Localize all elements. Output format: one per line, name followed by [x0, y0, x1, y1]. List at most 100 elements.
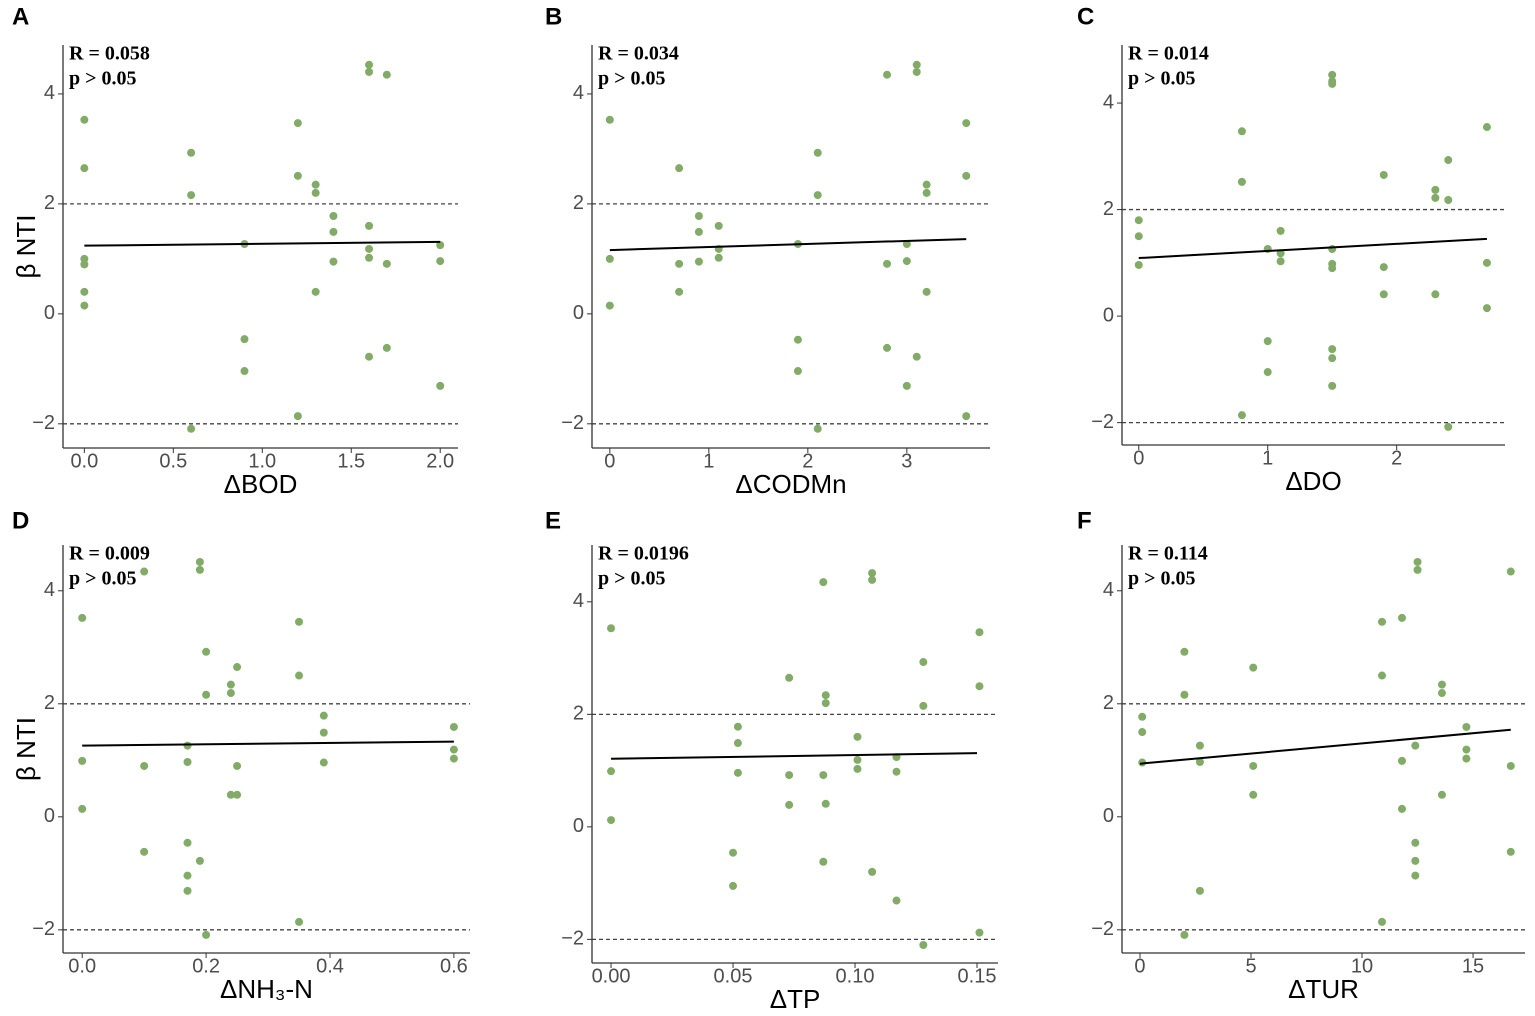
- point: [1437, 680, 1446, 689]
- point: [240, 335, 249, 344]
- point: [1482, 123, 1491, 132]
- y-tick-label: 0: [44, 805, 55, 827]
- point: [821, 699, 830, 708]
- point: [1328, 244, 1337, 253]
- x-axis-label: ΔDO: [1285, 466, 1341, 496]
- x-tick-label: 0.05: [714, 965, 753, 987]
- point: [436, 257, 445, 266]
- annotation: R = 0.058: [69, 43, 150, 65]
- point: [912, 352, 921, 361]
- y-tick-label: 4: [44, 579, 55, 601]
- point: [80, 301, 89, 310]
- annotation: R = 0.114: [1128, 543, 1208, 565]
- point: [365, 253, 374, 262]
- y-tick-label: 0: [44, 302, 55, 324]
- y-tick-label: 2: [44, 192, 55, 214]
- point: [821, 799, 830, 808]
- point: [1328, 345, 1337, 354]
- point: [1237, 127, 1246, 136]
- point: [202, 690, 211, 699]
- point: [1378, 671, 1387, 680]
- y-tick-label: 0: [573, 815, 584, 837]
- point: [892, 767, 901, 776]
- point: [78, 756, 87, 765]
- y-tick-label: −2: [561, 928, 584, 950]
- x-tick-label: 0: [1133, 447, 1144, 469]
- x-axis-label: ΔTP: [770, 984, 821, 1014]
- point: [962, 119, 971, 128]
- y-tick-label: −2: [32, 412, 55, 434]
- x-tick-label: 0.0: [68, 955, 96, 977]
- x-tick-label: 1.5: [337, 450, 365, 472]
- point: [1397, 756, 1406, 765]
- y-tick-label: 4: [44, 82, 55, 104]
- point: [1276, 226, 1285, 235]
- point: [1444, 195, 1453, 204]
- point: [195, 557, 204, 566]
- point: [694, 257, 703, 266]
- x-tick-label: 0: [604, 450, 615, 472]
- point: [1444, 422, 1453, 431]
- y-tick-label: 2: [1103, 692, 1114, 714]
- point: [78, 804, 87, 813]
- point: [183, 886, 192, 895]
- panel-letter: B: [545, 3, 562, 30]
- point: [902, 240, 911, 249]
- point: [226, 790, 235, 799]
- point: [813, 148, 822, 157]
- point: [80, 254, 89, 263]
- y-tick-label: 0: [1103, 805, 1114, 827]
- point: [853, 764, 862, 773]
- point: [202, 930, 211, 939]
- point: [813, 191, 822, 200]
- point: [1462, 745, 1471, 754]
- point: [975, 928, 984, 937]
- x-tick-label: 0: [1134, 955, 1145, 977]
- point: [819, 857, 828, 866]
- x-axis-label: ΔNH₃-N: [220, 974, 313, 1004]
- point: [1134, 260, 1143, 269]
- point: [868, 575, 877, 584]
- point: [1195, 757, 1204, 766]
- y-tick-label: 4: [1103, 579, 1114, 601]
- fit-line: [82, 740, 454, 747]
- point: [195, 565, 204, 574]
- point: [694, 211, 703, 220]
- annotation: R = 0.0196: [598, 543, 689, 565]
- point: [883, 70, 892, 79]
- point: [78, 613, 87, 622]
- x-tick-label: 3: [901, 450, 912, 472]
- x-axis-label: ΔBOD: [224, 469, 298, 499]
- point: [1138, 712, 1147, 721]
- point: [1444, 156, 1453, 165]
- point: [819, 578, 828, 587]
- y-axis-label: β NTI: [11, 717, 41, 781]
- point: [729, 848, 738, 857]
- point: [382, 343, 391, 352]
- x-tick-label: 1: [703, 450, 714, 472]
- point: [675, 164, 684, 173]
- point: [922, 180, 931, 189]
- point: [187, 424, 196, 433]
- point: [140, 847, 149, 856]
- y-tick-label: 0: [1103, 304, 1114, 326]
- x-axis-label: ΔTUR: [1288, 974, 1359, 1004]
- point: [793, 367, 802, 376]
- point: [922, 188, 931, 197]
- point: [1437, 689, 1446, 698]
- point: [365, 67, 374, 76]
- point: [233, 663, 242, 672]
- panel-letter: F: [1077, 507, 1092, 534]
- point: [785, 771, 794, 780]
- point: [293, 119, 302, 128]
- point: [1263, 337, 1272, 346]
- point: [1180, 690, 1189, 699]
- x-tick-label: 0.2: [192, 955, 220, 977]
- point: [733, 739, 742, 748]
- x-tick-label: 0.5: [159, 450, 187, 472]
- point: [295, 671, 304, 680]
- point: [319, 728, 328, 737]
- point: [1378, 917, 1387, 926]
- point: [1237, 411, 1246, 420]
